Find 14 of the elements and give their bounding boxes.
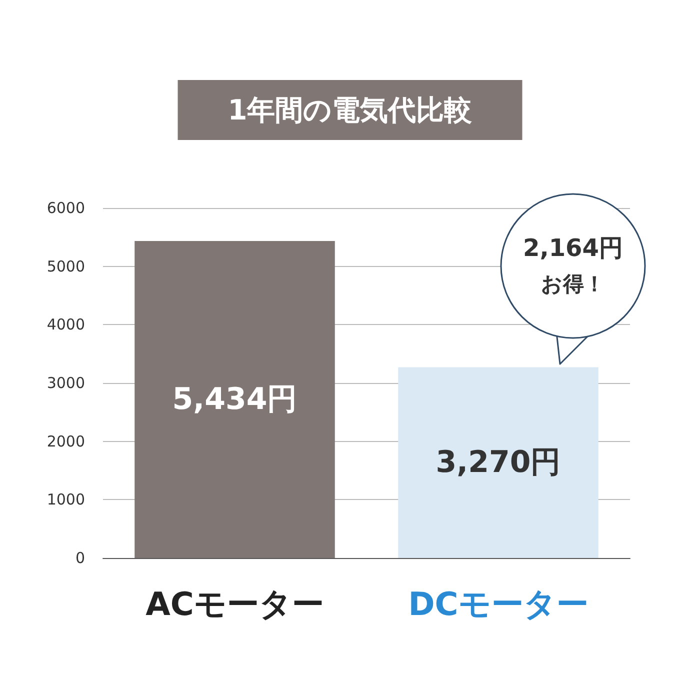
x-tick-label: DCモーター bbox=[408, 585, 588, 623]
chart-title: 1年間の電気代比較 bbox=[228, 94, 474, 126]
annotation: お得！ bbox=[541, 272, 605, 296]
x-tick-label: ACモーター bbox=[146, 585, 324, 623]
y-tick-label: 2000 bbox=[46, 432, 85, 450]
y-tick-label: 0 bbox=[75, 549, 85, 567]
y-tick-label: 5000 bbox=[46, 257, 85, 276]
y-tick-label: 4000 bbox=[46, 316, 85, 334]
y-tick-label: 1000 bbox=[46, 490, 85, 509]
y-tick-label: 6000 bbox=[46, 199, 85, 217]
annotation: 2,164円 bbox=[523, 234, 623, 262]
data-label: 5,434円 bbox=[172, 382, 298, 418]
data-label: 3,270円 bbox=[436, 445, 561, 480]
y-tick-label: 3000 bbox=[46, 374, 85, 392]
